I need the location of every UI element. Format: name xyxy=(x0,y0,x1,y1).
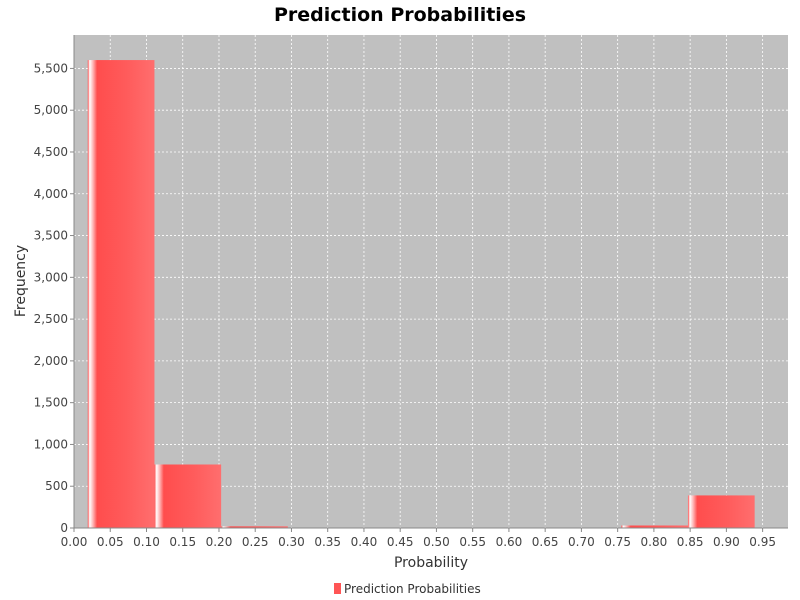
x-tick-label: 0.00 xyxy=(61,535,88,549)
y-tick-label: 5,000 xyxy=(34,103,68,117)
histogram-bar xyxy=(687,495,755,528)
y-axis-ticks: 0 500 1,000 1,500 2,000 2,500 3,000 3,500 4,000 4… xyxy=(34,61,74,535)
x-tick-label: 0.20 xyxy=(206,535,233,549)
x-tick-label: 0.85 xyxy=(677,535,704,549)
y-tick-label: 5,500 xyxy=(34,61,68,75)
x-tick-label: 0.45 xyxy=(387,535,414,549)
x-tick-label: 0.70 xyxy=(568,535,595,549)
histogram-bar xyxy=(154,464,222,528)
y-tick-label: 1,000 xyxy=(34,437,68,451)
y-tick-label: 1,500 xyxy=(34,396,68,410)
y-tick-label: 3,000 xyxy=(34,270,68,284)
x-tick-label: 0.65 xyxy=(532,535,559,549)
x-tick-label: 0.15 xyxy=(169,535,196,549)
x-tick-label: 0.35 xyxy=(314,535,341,549)
x-axis-ticks: 0.00 0.05 0.10 0.15 0.20 0.25 0.30 0.35 0.40 0.45… xyxy=(61,528,776,549)
chart-title: Prediction Probabilities xyxy=(274,4,526,26)
grid-lines xyxy=(74,35,788,528)
x-tick-label: 0.50 xyxy=(423,535,450,549)
x-tick-label: 0.25 xyxy=(242,535,269,549)
histogram-bar xyxy=(221,526,288,528)
bars xyxy=(87,60,755,528)
y-tick-label: 0 xyxy=(60,521,68,535)
x-tick-label: 0.60 xyxy=(496,535,523,549)
x-tick-label: 0.10 xyxy=(133,535,160,549)
y-tick-label: 4,500 xyxy=(34,145,68,159)
x-tick-label: 0.40 xyxy=(351,535,378,549)
histogram-bar xyxy=(87,60,155,528)
x-tick-label: 0.55 xyxy=(459,535,486,549)
x-axis-label: Probability xyxy=(394,555,468,571)
x-tick-label: 0.80 xyxy=(641,535,668,549)
x-tick-label: 0.90 xyxy=(713,535,740,549)
y-tick-label: 500 xyxy=(45,479,68,493)
histogram-bar xyxy=(621,525,688,528)
legend-swatch xyxy=(334,583,341,594)
x-tick-label: 0.30 xyxy=(278,535,305,549)
legend-label: Prediction Probabilities xyxy=(344,582,481,596)
y-tick-label: 4,000 xyxy=(34,187,68,201)
legend: Prediction Probabilities xyxy=(334,582,481,596)
x-tick-label: 0.95 xyxy=(749,535,776,549)
y-tick-label: 3,500 xyxy=(34,229,68,243)
x-tick-label: 0.75 xyxy=(604,535,631,549)
plot-area xyxy=(74,35,788,528)
x-tick-label: 0.05 xyxy=(97,535,124,549)
y-axis-label: Frequency xyxy=(13,245,29,317)
y-tick-label: 2,500 xyxy=(34,312,68,326)
y-tick-label: 2,000 xyxy=(34,354,68,368)
